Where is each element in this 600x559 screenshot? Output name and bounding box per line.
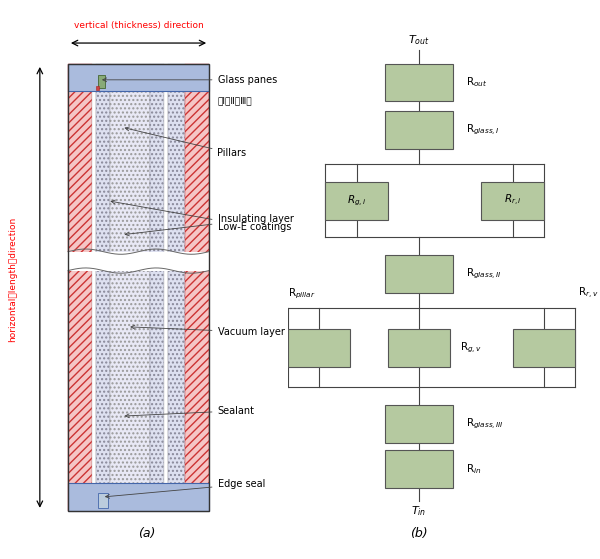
Bar: [164, 64, 168, 511]
Text: vertical (thickness) direction: vertical (thickness) direction: [74, 21, 203, 30]
Text: (b): (b): [410, 527, 428, 539]
Text: R$_{glass,II}$: R$_{glass,II}$: [466, 267, 502, 281]
Text: R$_{g,v}$: R$_{g,v}$: [460, 340, 482, 355]
Bar: [388, 329, 450, 367]
Bar: [68, 64, 209, 91]
Text: R$_{pillar}$: R$_{pillar}$: [288, 286, 316, 301]
Text: $R_{r,i}$: $R_{r,i}$: [503, 193, 521, 209]
Text: Pillars: Pillars: [125, 127, 247, 158]
Bar: [385, 405, 454, 443]
Text: R$_{out}$: R$_{out}$: [466, 75, 487, 89]
Bar: [68, 64, 92, 511]
Bar: [481, 182, 544, 220]
Text: R$_{glass,I}$: R$_{glass,I}$: [466, 122, 499, 137]
Text: （Ⅰ，Ⅱ，Ⅲ）: （Ⅰ，Ⅱ，Ⅲ）: [218, 96, 252, 105]
Bar: [98, 75, 106, 88]
Text: (a): (a): [139, 527, 155, 539]
Text: Glass panes: Glass panes: [103, 75, 277, 85]
Bar: [385, 111, 454, 149]
Text: Low-E coatings: Low-E coatings: [111, 200, 291, 232]
Text: Insulating layer: Insulating layer: [125, 214, 293, 236]
Text: $R_{g,i}$: $R_{g,i}$: [347, 193, 367, 208]
Bar: [185, 64, 209, 511]
Bar: [96, 86, 100, 91]
Bar: [68, 64, 209, 511]
Bar: [288, 329, 350, 367]
Text: Sealant: Sealant: [125, 406, 254, 418]
Bar: [385, 64, 454, 101]
Bar: [168, 64, 185, 511]
Text: R$_{r,v}$: R$_{r,v}$: [578, 286, 599, 301]
Bar: [385, 255, 454, 293]
Bar: [325, 182, 388, 220]
Bar: [512, 329, 575, 367]
Bar: [150, 64, 164, 511]
Bar: [68, 484, 209, 511]
Bar: [110, 64, 150, 511]
Bar: [385, 450, 454, 487]
Bar: [96, 64, 110, 511]
Text: R$_{in}$: R$_{in}$: [466, 462, 481, 476]
Bar: [98, 493, 107, 508]
Text: Edge seal: Edge seal: [106, 480, 265, 498]
Text: Vacuum layer: Vacuum layer: [131, 325, 284, 337]
Text: horizontal（length）direction: horizontal（length）direction: [8, 217, 17, 342]
Text: $T_{out}$: $T_{out}$: [408, 34, 430, 48]
Bar: [65, 252, 212, 271]
Text: R$_{glass,III}$: R$_{glass,III}$: [466, 417, 504, 431]
Text: $T_{in}$: $T_{in}$: [412, 504, 427, 518]
Bar: [92, 64, 96, 511]
